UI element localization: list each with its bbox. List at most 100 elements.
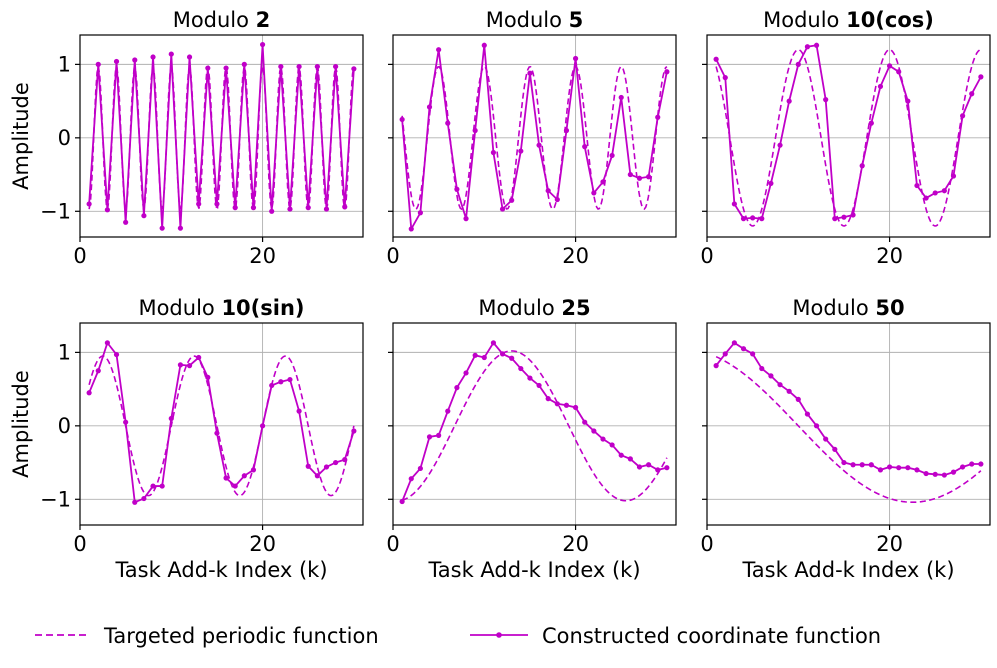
constructed-point	[536, 382, 542, 389]
constructed-point	[923, 470, 929, 477]
constructed-point	[259, 41, 266, 48]
legend-marker	[496, 632, 502, 638]
constructed-point	[591, 190, 597, 196]
constructed-point	[841, 214, 847, 220]
constructed-point	[159, 483, 165, 489]
constructed-point	[877, 83, 884, 90]
constructed-point	[777, 382, 783, 388]
constructed-line	[401, 341, 668, 502]
x-tick-label: 20	[249, 532, 276, 556]
constructed-point	[250, 467, 257, 473]
legend: Targeted periodic function Constructed c…	[35, 624, 881, 648]
constructed-point	[850, 212, 856, 218]
constructed-point	[600, 436, 606, 442]
constructed-point	[713, 363, 719, 369]
constructed-point	[168, 51, 174, 57]
constructed-point	[205, 374, 211, 380]
axes-frame	[706, 322, 991, 526]
constructed-point	[713, 56, 719, 62]
constructed-point	[314, 63, 320, 70]
panel-title: Modulo 10(sin)	[138, 296, 304, 320]
constructed-point	[323, 206, 330, 212]
constructed-point	[646, 174, 652, 180]
constructed-point	[859, 462, 865, 468]
constructed-point	[813, 423, 820, 429]
constructed-point	[305, 463, 311, 469]
constructed-point	[86, 201, 92, 207]
constructed-point	[113, 351, 120, 358]
constructed-point	[969, 461, 975, 467]
constructed-point	[554, 196, 560, 203]
x-tick-label: 20	[249, 244, 276, 268]
constructed-point	[896, 69, 902, 75]
constructed-point	[269, 208, 275, 214]
constructed-point	[436, 47, 442, 53]
panel-title-value: 5	[569, 8, 584, 32]
constructed-point	[731, 201, 737, 207]
constructed-point	[113, 58, 120, 65]
constructed-point	[278, 63, 284, 70]
constructed-point	[655, 467, 661, 473]
constructed-point	[795, 61, 801, 67]
panel-title-prefix: Modulo	[792, 296, 875, 320]
x-tick-label: 0	[700, 532, 713, 556]
constructed-point	[545, 188, 551, 194]
constructed-point	[722, 75, 728, 81]
constructed-point	[636, 175, 643, 181]
constructed-point	[214, 201, 220, 207]
target-curve	[88, 355, 355, 497]
constructed-point	[978, 461, 984, 467]
constructed-point	[886, 63, 893, 69]
constructed-point	[618, 452, 624, 458]
constructed-point	[417, 465, 423, 472]
constructed-point	[241, 61, 247, 67]
target-curve	[715, 355, 982, 504]
constructed-point	[132, 499, 138, 505]
constructed-point	[609, 152, 615, 159]
constructed-point	[250, 205, 257, 211]
constructed-point	[750, 351, 756, 357]
constructed-point	[499, 351, 506, 357]
constructed-point	[627, 456, 633, 462]
constructed-point	[740, 216, 747, 222]
axes-frame	[392, 322, 677, 526]
constructed-point	[905, 465, 911, 471]
y-tick-label: 1	[58, 52, 71, 76]
constructed-point	[454, 385, 460, 391]
panel-title: Modulo 5	[486, 8, 584, 32]
constructed-point	[481, 354, 487, 361]
constructed-point	[950, 469, 957, 475]
panel-mod10cos: Modulo 10(cos) 0 20	[700, 8, 991, 268]
constructed-point	[472, 352, 478, 358]
panel-title-value: 10(sin)	[221, 296, 304, 320]
axes-frame	[79, 322, 364, 526]
constructed-point	[141, 213, 147, 219]
constructed-point	[759, 365, 765, 372]
constructed-point	[841, 459, 847, 466]
constructed-point	[896, 465, 902, 471]
constructed-point	[278, 379, 284, 385]
constructed-point	[572, 404, 579, 411]
constructed-point	[323, 464, 330, 470]
x-tick-label: 20	[876, 532, 903, 556]
panel-title: Modulo 10(cos)	[763, 8, 934, 32]
y-tick-label: 0	[58, 414, 71, 438]
constructed-point	[582, 144, 588, 150]
constructed-point	[518, 365, 524, 372]
constructed-point	[969, 91, 975, 97]
constructed-point	[636, 464, 643, 470]
constructed-point	[481, 42, 487, 48]
constructed-point	[536, 142, 542, 148]
y-tick-label: 1	[58, 340, 71, 364]
constructed-line	[88, 340, 355, 504]
constructed-point	[877, 467, 884, 473]
constructed-point	[804, 44, 811, 50]
panel-title-value: 50	[875, 296, 904, 320]
panel-title-value: 10(cos)	[846, 8, 934, 32]
constructed-point	[445, 120, 451, 126]
constructed-point	[545, 396, 551, 402]
